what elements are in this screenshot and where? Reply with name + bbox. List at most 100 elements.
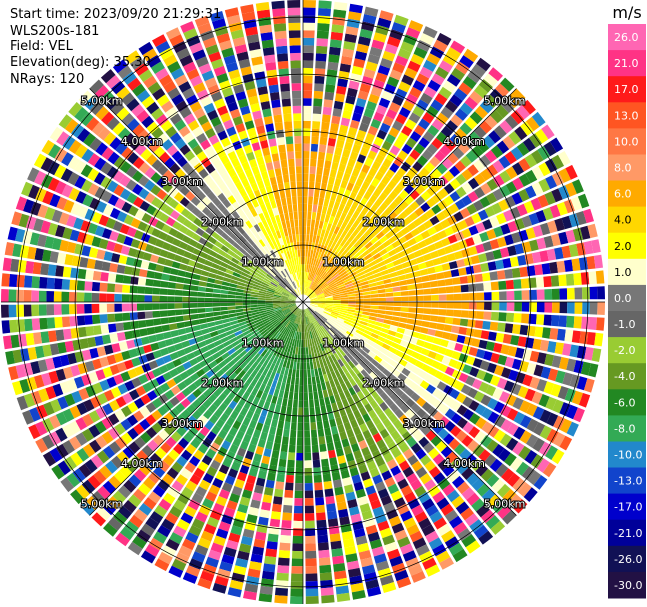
- range-gate: [347, 207, 355, 217]
- range-gate: [366, 274, 375, 281]
- range-gate: [325, 191, 332, 200]
- range-gate: [423, 59, 437, 72]
- range-gate: [304, 271, 306, 280]
- range-gate: [327, 318, 335, 324]
- range-gate: [398, 178, 408, 189]
- range-gate: [333, 322, 341, 329]
- range-gate: [303, 135, 311, 144]
- range-gate: [573, 407, 585, 423]
- range-gate: [330, 224, 337, 233]
- range-gate: [349, 151, 359, 161]
- range-gate: [314, 181, 321, 190]
- range-gate: [401, 261, 411, 269]
- range-gate: [310, 303, 318, 305]
- range-gate: [325, 256, 332, 264]
- range-gate: [412, 105, 425, 118]
- range-gate: [467, 387, 478, 399]
- range-gate: [476, 140, 490, 153]
- range-gate: [316, 292, 325, 297]
- range-gate: [317, 306, 325, 310]
- range-gate: [461, 195, 473, 207]
- range-gate: [314, 251, 319, 259]
- range-gate: [354, 313, 363, 318]
- range-gate: [591, 348, 602, 362]
- range-gate: [512, 324, 521, 335]
- range-gate: [525, 185, 537, 199]
- range-gate: [384, 43, 398, 55]
- range-gate: [503, 209, 514, 222]
- range-gate: [478, 381, 490, 393]
- colorbar-tick-label: -8.0: [614, 422, 635, 435]
- range-gate: [437, 175, 449, 187]
- range-gate: [420, 202, 431, 213]
- range-gate: [450, 269, 460, 277]
- range-gate: [483, 73, 498, 87]
- range-gate: [408, 112, 421, 124]
- range-gate: [315, 288, 322, 294]
- range-gate: [392, 259, 402, 266]
- range-gate: [460, 384, 472, 395]
- range-gate: [437, 346, 447, 355]
- range-gate: [385, 244, 394, 253]
- range-gate: [329, 169, 337, 178]
- range-gate: [373, 343, 382, 351]
- range-gate: [344, 264, 352, 271]
- range-gate: [404, 184, 415, 195]
- range-gate: [399, 106, 411, 118]
- range-gate: [352, 334, 360, 342]
- range-gate: [333, 275, 341, 282]
- range-gate: [348, 304, 356, 307]
- range-gate: [338, 70, 350, 80]
- range-gate: [361, 264, 370, 271]
- range-gate: [475, 348, 486, 359]
- range-gate: [333, 303, 341, 306]
- range-gate: [316, 291, 324, 296]
- range-gate: [583, 378, 595, 393]
- range-gate: [322, 312, 330, 317]
- range-gate: [550, 383, 562, 397]
- range-gate: [488, 331, 497, 341]
- range-gate: [309, 304, 318, 308]
- range-gate: [504, 195, 516, 208]
- range-gate: [436, 323, 445, 331]
- range-gate: [351, 201, 359, 210]
- range-gate: [313, 98, 323, 107]
- range-gate: [361, 164, 371, 174]
- range-gate: [303, 264, 305, 272]
- range-gate: [368, 93, 380, 104]
- range-gate: [324, 246, 330, 255]
- range-gate: [519, 324, 529, 336]
- range-gate: [316, 45, 328, 54]
- range-gate: [354, 286, 362, 291]
- range-gate: [336, 266, 344, 274]
- range-gate: [360, 317, 369, 323]
- range-gate: [452, 277, 461, 285]
- range-gate: [368, 260, 377, 268]
- range-gate: [312, 234, 317, 243]
- range-gate: [410, 243, 420, 252]
- range-gate: [315, 174, 322, 183]
- range-gate: [538, 162, 551, 177]
- range-gate: [320, 213, 326, 222]
- range-gate: [577, 193, 590, 209]
- range-gate: [309, 294, 317, 299]
- range-gate: [322, 285, 329, 291]
- range-gate: [430, 377, 441, 388]
- range-gate: [423, 288, 432, 295]
- range-gate: [469, 413, 481, 425]
- range-gate: [355, 177, 364, 188]
- range-gate: [321, 245, 327, 254]
- range-gate: [465, 328, 475, 337]
- range-gate: [472, 378, 483, 390]
- range-gate: [409, 86, 422, 99]
- range-gate: [489, 271, 498, 281]
- range-gate: [308, 188, 314, 197]
- range-gate: [431, 294, 439, 301]
- range-gate: [489, 88, 504, 103]
- range-gate: [332, 154, 341, 164]
- range-gate: [325, 276, 333, 283]
- range-gate: [379, 235, 388, 244]
- range-gate: [389, 69, 403, 81]
- range-gate: [311, 242, 315, 251]
- range-gate: [310, 300, 319, 302]
